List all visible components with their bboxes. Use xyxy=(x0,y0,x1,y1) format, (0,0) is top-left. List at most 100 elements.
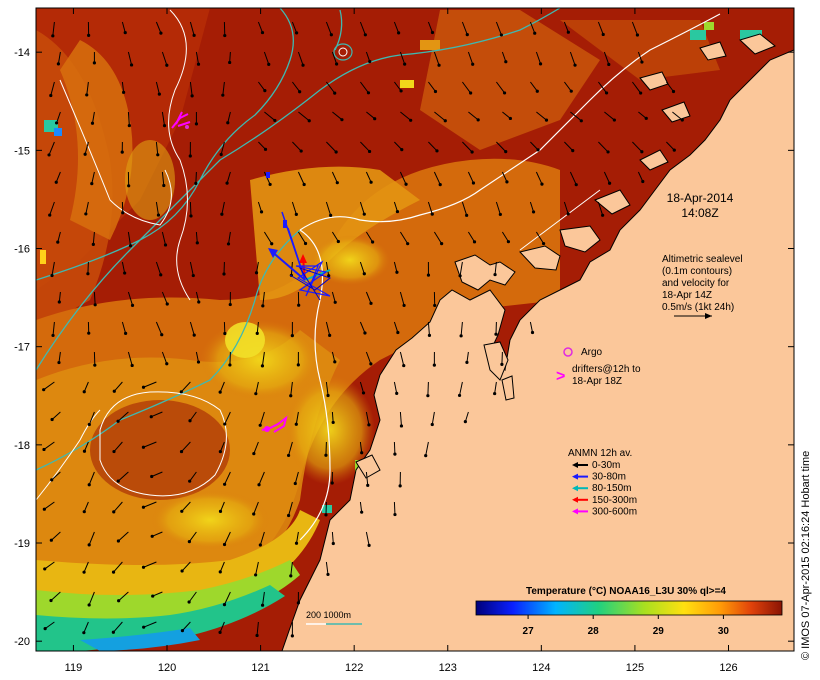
velocity-arrow-head xyxy=(117,599,121,603)
velocity-arrow xyxy=(399,171,407,185)
velocity-arrow-head xyxy=(127,184,131,188)
velocity-arrow-head xyxy=(50,417,54,422)
y-tick-label: -14 xyxy=(14,47,30,59)
velocity-arrow-head xyxy=(290,334,294,338)
velocity-arrow xyxy=(255,561,259,576)
velocity-arrow-head xyxy=(324,453,328,457)
velocity-arrow-head xyxy=(252,451,256,456)
velocity-arrow-head xyxy=(533,31,537,35)
velocity-arrow-head xyxy=(465,33,469,37)
velocity-arrow-head xyxy=(273,118,277,123)
velocity-arrow xyxy=(118,531,129,542)
velocity-arrow xyxy=(229,51,231,63)
velocity-arrow-head xyxy=(222,272,226,276)
velocity-arrow xyxy=(296,531,299,544)
velocity-arrow xyxy=(672,111,683,121)
velocity-arrow xyxy=(393,441,396,455)
velocity-arrow xyxy=(52,21,55,36)
altimetry-line: 0.5m/s (1kt 24h) xyxy=(662,302,734,313)
velocity-arrow-head xyxy=(130,303,135,307)
velocity-arrow-head xyxy=(150,474,154,479)
velocity-arrow xyxy=(468,111,479,121)
velocity-arrow-head xyxy=(255,633,259,638)
timestamp-date: 18-Apr-2014 xyxy=(667,191,734,205)
velocity-arrow xyxy=(50,591,61,601)
velocity-arrow-head xyxy=(360,451,364,455)
velocity-arrow-head xyxy=(493,272,497,277)
velocity-arrow-head xyxy=(87,543,91,547)
velocity-arrow xyxy=(143,381,157,388)
velocity-arrow-head xyxy=(149,415,153,419)
velocity-arrow-head xyxy=(141,445,146,449)
velocity-arrow xyxy=(536,111,547,121)
velocity-arrow xyxy=(297,51,304,66)
velocity-arrow xyxy=(263,171,271,185)
velocity-arrow-head xyxy=(223,482,227,486)
velocity-arrow-head xyxy=(463,420,467,424)
velocity-arrow-head xyxy=(329,33,333,37)
velocity-arrow xyxy=(326,141,337,153)
x-tick-label: 120 xyxy=(158,662,176,674)
velocity-arrow xyxy=(331,51,338,65)
velocity-arrow xyxy=(399,291,405,306)
velocity-arrow-head xyxy=(612,118,616,122)
velocity-arrow-head xyxy=(403,62,407,66)
velocity-arrow xyxy=(219,381,225,393)
x-tick-label: 122 xyxy=(345,662,363,674)
velocity-arrow xyxy=(43,441,55,450)
velocity-arrow xyxy=(331,351,336,362)
velocity-arrow xyxy=(665,81,674,92)
velocity-arrow xyxy=(118,591,129,602)
velocity-arrow-head xyxy=(179,390,183,394)
velocity-arrow-head xyxy=(340,118,344,122)
velocity-arrow xyxy=(365,351,372,365)
velocity-arrow xyxy=(44,501,55,510)
velocity-arrow-head xyxy=(538,62,543,66)
velocity-arrow xyxy=(93,291,96,305)
velocity-arrow-head xyxy=(112,449,116,454)
velocity-arrow-head xyxy=(433,89,438,94)
velocity-arrow-head xyxy=(84,212,88,216)
velocity-arrow-head xyxy=(180,628,185,633)
velocity-arrow xyxy=(151,411,163,418)
velocity-arrow xyxy=(467,171,474,184)
velocity-arrow xyxy=(228,231,231,245)
anmn-swatch-head xyxy=(572,473,578,480)
velocity-arrow xyxy=(161,351,168,364)
y-axis: -14 -15 -16 -17 -18 -19 -20 xyxy=(14,47,794,648)
velocity-arrow-head xyxy=(226,242,231,246)
y-tick-label: -20 xyxy=(14,636,30,648)
velocity-arrow xyxy=(294,471,299,484)
velocity-arrow xyxy=(43,381,55,391)
velocity-arrow xyxy=(459,261,463,276)
contour-200m xyxy=(299,13,721,231)
velocity-arrow xyxy=(291,21,298,34)
velocity-arrow xyxy=(637,51,643,63)
velocity-arrow-head xyxy=(218,630,222,634)
velocity-arrow-head xyxy=(130,363,134,368)
velocity-arrow xyxy=(259,531,265,546)
velocity-arrow-head xyxy=(150,534,154,538)
velocity-arrow-head xyxy=(85,93,89,97)
velocity-arrow xyxy=(563,201,569,215)
velocity-arrow-head xyxy=(223,422,227,426)
velocity-arrow xyxy=(143,621,157,628)
velocity-arrow xyxy=(597,81,607,94)
velocity-arrow xyxy=(434,111,446,122)
velocity-arrow-head xyxy=(671,89,676,94)
velocity-arrow-head xyxy=(469,91,473,95)
velocity-arrow-head xyxy=(294,31,299,35)
velocity-arrow-head xyxy=(197,300,201,304)
velocity-arrow-head xyxy=(90,182,94,186)
velocity-arrow-head xyxy=(493,391,497,396)
velocity-arrow-head xyxy=(162,124,167,128)
velocity-arrow xyxy=(325,381,329,396)
velocity-arrow xyxy=(255,381,259,394)
velocity-arrow-head xyxy=(639,91,643,95)
y-tick-label: -18 xyxy=(14,440,30,452)
velocity-arrow xyxy=(291,81,301,93)
velocity-arrow-head xyxy=(579,119,583,123)
velocity-arrow-head xyxy=(286,453,291,458)
velocity-arrow xyxy=(298,111,310,122)
velocity-arrow-head xyxy=(329,213,333,217)
